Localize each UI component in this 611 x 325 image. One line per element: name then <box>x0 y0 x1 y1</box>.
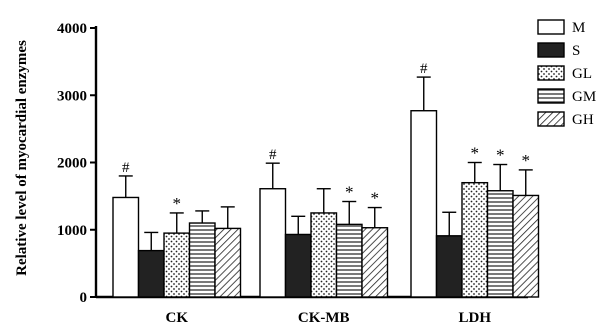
significance-mark: * <box>345 183 354 202</box>
y-tick-label: 3000 <box>57 88 87 104</box>
significance-mark: * <box>496 146 505 165</box>
bar <box>137 249 165 298</box>
y-tick-label: 4000 <box>57 21 87 37</box>
bar <box>512 194 540 298</box>
y-tick-label: 1000 <box>57 223 87 239</box>
legend-swatch <box>537 42 565 58</box>
legend-label: GL <box>572 66 592 82</box>
x-tick-label: LDH <box>458 310 491 325</box>
bar <box>163 232 191 298</box>
y-axis-label: Relative level of myocardial enzymes <box>14 40 30 276</box>
bar <box>435 235 463 298</box>
x-tick-label: CK-MB <box>298 310 350 325</box>
bar <box>335 223 363 298</box>
legend-swatch <box>537 88 565 104</box>
bar <box>461 181 489 298</box>
y-tick-label: 2000 <box>57 156 87 172</box>
bar <box>259 188 287 298</box>
bar <box>410 110 438 298</box>
bar <box>112 196 140 298</box>
bar <box>486 190 514 298</box>
significance-mark: # <box>269 147 277 163</box>
legend-label: GH <box>572 112 594 128</box>
significance-mark: # <box>420 61 428 77</box>
legend-swatch <box>537 19 565 35</box>
significance-mark: * <box>522 151 531 170</box>
x-tick-labels: CK CK-MB LDH <box>166 310 492 325</box>
significance-mark: # <box>122 160 130 176</box>
bars: # * # * * # * * * <box>112 61 540 298</box>
legend-label: GM <box>572 89 596 105</box>
x-tick-label: CK <box>166 310 189 325</box>
legend-label: S <box>572 43 580 59</box>
significance-mark: * <box>173 194 182 213</box>
legend: MS GL GM GH <box>537 19 596 128</box>
bar <box>214 227 242 298</box>
legend-label: M <box>572 20 585 36</box>
y-tick-label: 0 <box>80 290 88 306</box>
bar <box>188 222 216 298</box>
bar <box>284 233 312 298</box>
significance-mark: * <box>371 189 380 208</box>
significance-mark: * <box>471 144 480 163</box>
bar <box>310 212 338 298</box>
legend-swatch <box>537 65 565 81</box>
legend-swatch <box>537 111 565 127</box>
bar <box>361 227 389 298</box>
